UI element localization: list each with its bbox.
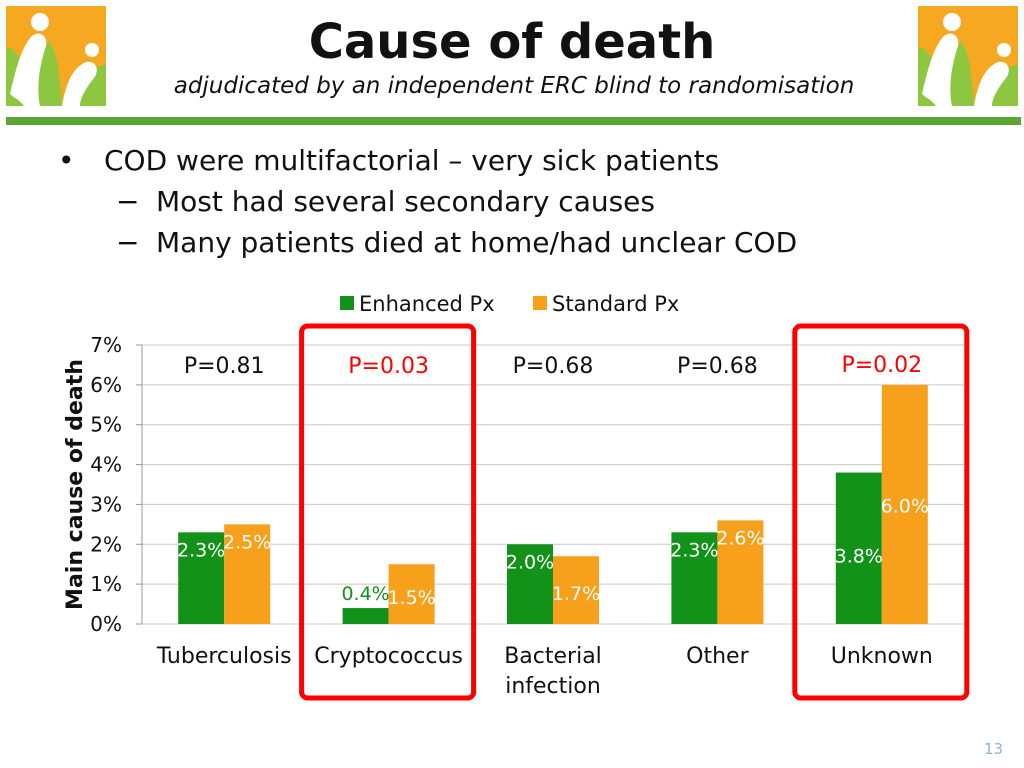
- bar: [507, 544, 553, 624]
- bar: [717, 520, 764, 624]
- data-label: 2.3%: [177, 539, 225, 561]
- y-tick-label: 0%: [90, 612, 122, 636]
- y-tick-label: 3%: [90, 492, 122, 516]
- bullet-list: • COD were multifactorial – very sick pa…: [58, 140, 797, 263]
- data-label: 2.5%: [223, 531, 271, 553]
- sub-bullet-text: Many patients died at home/had unclear C…: [156, 226, 798, 259]
- x-category-label: infection: [505, 674, 601, 699]
- sub-bullet-dash-icon: −: [116, 185, 140, 218]
- bar-chart: 0% 1% 2% 3% 4% 5% 6% 7%Main cause of death Enhan…: [63, 292, 970, 701]
- p-value-label: P=0.81: [184, 354, 265, 379]
- title-divider: [6, 117, 1021, 125]
- highlight-box: [299, 323, 477, 701]
- data-label: 6.0%: [881, 495, 929, 517]
- bar: [388, 564, 435, 624]
- bullet-item: • COD were multifactorial – very sick pa…: [58, 140, 797, 181]
- y-tick-label: 1%: [90, 572, 122, 596]
- bar: [224, 524, 271, 624]
- data-label: 2.6%: [716, 527, 764, 549]
- p-value-label: P=0.02: [841, 353, 922, 378]
- data-label: 2.0%: [506, 551, 554, 573]
- data-label: 0.4%: [341, 583, 389, 605]
- data-label: 1.7%: [552, 583, 600, 605]
- legend-label: Standard Px: [552, 292, 679, 316]
- legend-swatch: [533, 296, 547, 310]
- x-category-label: Tuberculosis: [156, 644, 292, 669]
- bar: [553, 556, 599, 624]
- sub-bullet-item: − Most had several secondary causes: [58, 181, 797, 222]
- logo-icon: [918, 6, 1018, 106]
- bar: [178, 532, 225, 624]
- p-value-label: P=0.03: [348, 354, 429, 379]
- x-category-label: Other: [686, 644, 749, 669]
- legend-swatch: [340, 296, 354, 310]
- p-value-label: P=0.68: [513, 354, 594, 379]
- y-tick-label: 2%: [90, 532, 122, 556]
- y-tick-label: 6%: [90, 373, 122, 397]
- p-value-label: P=0.68: [677, 354, 758, 379]
- logo-icon: [6, 6, 106, 106]
- slide-title: Cause of death: [308, 14, 716, 70]
- slide-subtitle: adjudicated by an independent ERC blind …: [173, 73, 855, 99]
- x-category-label: Bacterial: [504, 644, 602, 669]
- x-category-label: Cryptococcus: [314, 644, 463, 669]
- data-label: 3.8%: [835, 545, 883, 567]
- sub-bullet-dash-icon: −: [116, 226, 140, 259]
- data-label: 1.5%: [387, 587, 435, 609]
- bar: [671, 532, 718, 624]
- y-tick-label: 5%: [90, 413, 122, 437]
- y-tick-label: 7%: [90, 333, 122, 357]
- bullet-text: COD were multifactorial – very sick pati…: [104, 144, 720, 177]
- bar: [835, 472, 882, 624]
- y-tick-label: 4%: [90, 453, 122, 477]
- sub-bullet-item: − Many patients died at home/had unclear…: [58, 222, 797, 263]
- highlight-box: [792, 323, 970, 701]
- page-number: 13: [984, 740, 1004, 758]
- bar: [881, 384, 928, 624]
- y-axis-title: Main cause of death: [63, 359, 88, 610]
- data-label: 2.3%: [670, 539, 718, 561]
- bullet-dot-icon: •: [58, 144, 75, 177]
- x-category-label: Unknown: [831, 644, 933, 669]
- bar: [342, 608, 389, 624]
- sub-bullet-text: Most had several secondary causes: [156, 185, 655, 218]
- legend-label: Enhanced Px: [359, 292, 495, 316]
